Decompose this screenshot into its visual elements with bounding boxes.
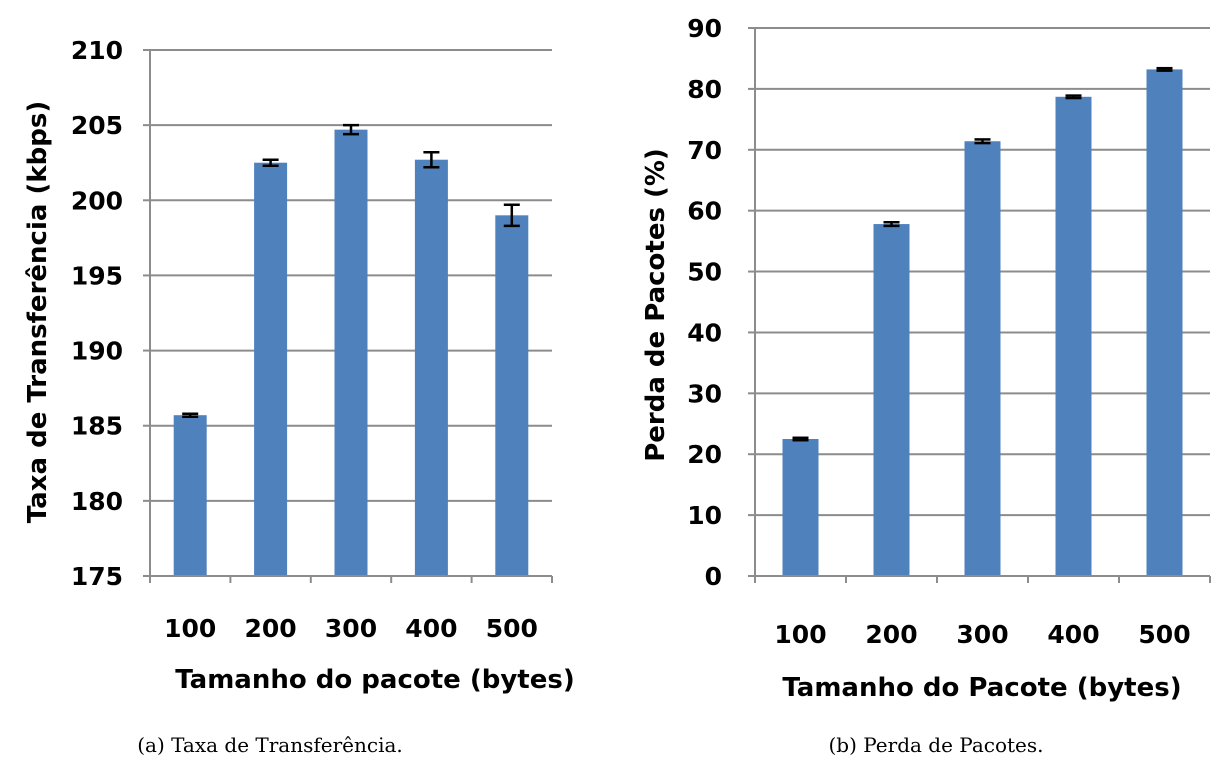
y-tick-label: 20 — [687, 440, 722, 469]
bar — [414, 159, 448, 577]
y-tick-label: 210 — [71, 36, 123, 65]
bar — [173, 415, 207, 576]
y-tick-label: 180 — [71, 487, 123, 516]
bar — [254, 162, 288, 576]
y-tick-label: 80 — [687, 75, 722, 104]
chart-packet-loss: 0 10 20 30 40 50 60 70 80 90 100 200 300 400 500 Tama… — [641, 14, 1211, 757]
error-bar — [883, 220, 900, 228]
chart-throughput: 175 180 185 190 195 200 205 210 100 200 300 400 500… — [23, 36, 575, 757]
error-bar — [792, 436, 809, 442]
x-tick-label: 200 — [865, 620, 917, 649]
x-tick-label: 400 — [405, 614, 457, 643]
y-tick-label: 195 — [71, 261, 123, 290]
x-tick-label: 100 — [774, 620, 826, 649]
bar — [873, 224, 910, 576]
y-axis-title: Perda de Pacotes (%) — [641, 148, 671, 462]
y-tick-label: 50 — [687, 258, 722, 287]
y-tick-label: 90 — [687, 14, 722, 43]
y-axis-title: Taxa de Transferência (kbps) — [23, 101, 53, 523]
error-bar — [182, 412, 199, 418]
error-bar — [1065, 94, 1082, 100]
y-tick-label: 60 — [687, 197, 722, 226]
bar — [1146, 69, 1183, 576]
y-tick-label: 185 — [71, 412, 123, 441]
y-tick-label: 40 — [687, 318, 722, 347]
x-tick-label: 100 — [164, 614, 216, 643]
x-tick-label: 500 — [486, 614, 538, 643]
x-axis-title: Tamanho do Pacote (bytes) — [782, 673, 1181, 703]
bar — [495, 215, 529, 577]
x-tick-label: 500 — [1138, 620, 1190, 649]
error-bar — [503, 203, 520, 228]
y-tick-label: 0 — [705, 562, 722, 591]
caption-b: (b) Perda de Pacotes. — [828, 733, 1043, 757]
y-tick-label: 175 — [71, 562, 123, 591]
x-axis-title: Tamanho do pacote (bytes) — [175, 665, 574, 695]
y-tick-label: 190 — [71, 337, 123, 366]
error-bar — [423, 150, 440, 169]
bar — [964, 141, 1001, 576]
bar — [334, 129, 368, 576]
error-bar — [974, 138, 991, 145]
y-tick-label: 10 — [687, 501, 722, 530]
bar — [1055, 96, 1092, 576]
y-tick-label: 205 — [71, 111, 123, 140]
x-tick-label: 200 — [245, 614, 297, 643]
error-bar — [262, 158, 279, 167]
x-tick-label: 400 — [1047, 620, 1099, 649]
bar — [782, 439, 819, 576]
x-tick-label: 300 — [325, 614, 377, 643]
y-tick-label: 70 — [687, 136, 722, 165]
y-tick-label: 30 — [687, 379, 722, 408]
y-tick-label: 200 — [71, 186, 123, 215]
error-bar — [1156, 66, 1173, 72]
error-bar — [343, 123, 359, 136]
x-tick-label: 300 — [956, 620, 1008, 649]
caption-a: (a) Taxa de Transferência. — [137, 733, 403, 757]
